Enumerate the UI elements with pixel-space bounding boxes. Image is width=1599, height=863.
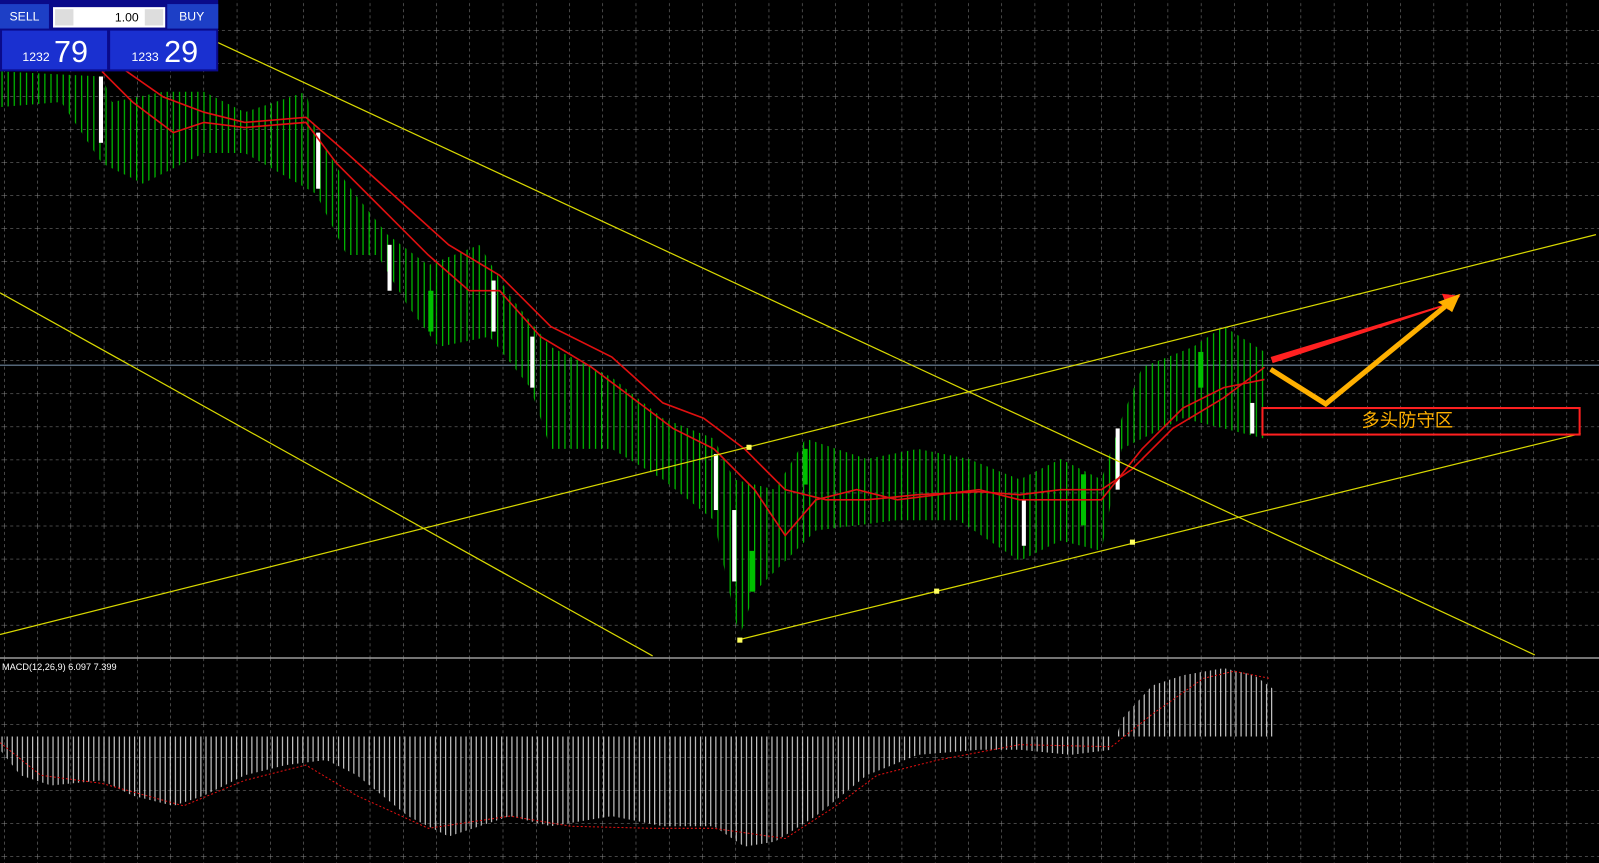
trade-panel: SELL 1.00 BUY 1232 79 1233 29 — [0, 0, 219, 72]
trend-line — [739, 432, 1581, 641]
lot-increase[interactable] — [144, 9, 164, 26]
arrow-up — [1270, 293, 1461, 364]
indicator-label: MACD(12,26,9) 6.097 7.399 — [2, 662, 117, 672]
sell-price-big: 79 — [54, 35, 88, 69]
lot-decrease[interactable] — [55, 9, 74, 26]
buy-price-main: 1233 — [132, 50, 159, 64]
trend-line — [0, 292, 653, 657]
macd-histogram — [0, 736, 1112, 847]
moving-average-slow — [111, 60, 1266, 501]
annotation-box — [1261, 407, 1581, 436]
trend-line — [213, 40, 1536, 656]
candle-bodies — [98, 76, 1255, 582]
macd-signal — [0, 670, 1270, 840]
lot-value[interactable]: 1.00 — [115, 10, 139, 24]
arrow-head — [1437, 293, 1461, 313]
moving-average-fast — [101, 70, 1265, 537]
buy-price-big: 29 — [164, 35, 198, 69]
buy-price[interactable] — [110, 30, 217, 70]
sell-button[interactable] — [0, 4, 49, 29]
arrow-pullback — [1269, 297, 1455, 408]
lot-input[interactable] — [53, 7, 166, 28]
trend-anchors — [737, 444, 1136, 643]
candles — [0, 71, 1265, 638]
buy-label[interactable]: BUY — [179, 9, 204, 23]
sell-price-main: 1232 — [22, 50, 49, 64]
sell-label[interactable]: SELL — [10, 9, 40, 23]
buy-button[interactable] — [167, 4, 219, 29]
trend-line — [0, 234, 1597, 636]
annotation-text: 多头防守区 — [1361, 410, 1453, 431]
macd-histogram — [1116, 668, 1273, 737]
sell-price[interactable] — [2, 30, 108, 70]
